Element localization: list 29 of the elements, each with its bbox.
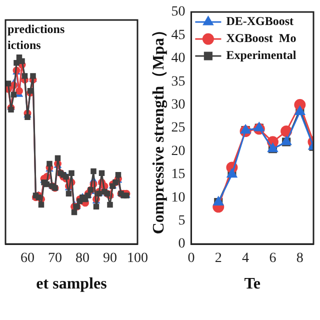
y-tick-label: 10 — [171, 190, 186, 206]
text: predictions — [8, 22, 65, 36]
x-tick-label: 4 — [242, 251, 250, 266]
x-tick-label: 6 — [269, 251, 276, 266]
y-tick-label: 15 — [171, 167, 186, 182]
y-tick-label: 30 — [171, 97, 186, 112]
y-tick-label: 5 — [178, 213, 186, 228]
x-tick-label: 100 — [127, 251, 148, 266]
x-tick-label: 60 — [20, 251, 34, 266]
legend-label: DE-XGBoost — [226, 14, 294, 28]
legend-label: Experimental — [226, 48, 297, 62]
y-tick-label: 50 — [171, 4, 186, 20]
y-tick-label: 40 — [171, 51, 186, 66]
text: ictions — [8, 38, 42, 52]
y-axis-title: Compressive strength（Mpa） — [150, 22, 168, 234]
y-tick-label: 25 — [171, 120, 186, 136]
x-axis-title: Te — [244, 276, 261, 293]
y-tick-label: 20 — [171, 144, 186, 159]
x-tick-label: 2 — [214, 251, 222, 266]
x-tick-label: 90 — [103, 251, 117, 266]
y-tick-label: 45 — [171, 28, 186, 43]
legend-label: XGBoost Mo — [226, 31, 296, 46]
x-tick-label: 8 — [296, 251, 304, 266]
x-tick-label: 70 — [48, 251, 62, 266]
y-tick-label: 35 — [171, 74, 186, 90]
x-tick-label: 0 — [188, 251, 195, 266]
y-tick-label: 0 — [178, 236, 186, 252]
x-axis-title: et samples — [36, 276, 107, 293]
x-tick-label: 80 — [76, 251, 90, 266]
